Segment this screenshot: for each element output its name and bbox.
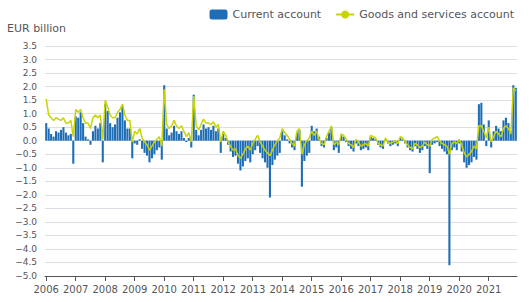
svg-text:2014: 2014: [270, 284, 295, 295]
svg-text:0.0: 0.0: [23, 136, 38, 146]
svg-text:−0.5: −0.5: [15, 149, 37, 159]
svg-text:2.5: 2.5: [23, 68, 37, 78]
svg-text:3.0: 3.0: [23, 55, 38, 65]
svg-text:1.5: 1.5: [23, 95, 37, 105]
svg-text:EUR billion: EUR billion: [7, 22, 66, 35]
svg-text:Goods and services account: Goods and services account: [359, 8, 515, 21]
svg-text:−4.5: −4.5: [15, 257, 37, 267]
svg-text:2020: 2020: [447, 284, 472, 295]
svg-text:2007: 2007: [63, 284, 88, 295]
svg-text:−2.0: −2.0: [15, 190, 37, 200]
svg-text:2.0: 2.0: [23, 82, 38, 92]
svg-text:0.5: 0.5: [23, 122, 37, 132]
svg-text:−2.5: −2.5: [15, 203, 37, 213]
svg-text:3.5: 3.5: [23, 41, 37, 51]
svg-text:2015: 2015: [299, 284, 324, 295]
svg-text:−1.5: −1.5: [15, 176, 37, 186]
svg-text:2017: 2017: [358, 284, 383, 295]
svg-text:2009: 2009: [122, 284, 147, 295]
svg-text:−5.0: −5.0: [15, 271, 37, 281]
svg-text:2021: 2021: [476, 284, 501, 295]
svg-text:Current account: Current account: [233, 8, 322, 21]
svg-text:2006: 2006: [34, 284, 59, 295]
svg-text:2019: 2019: [417, 284, 442, 295]
svg-text:−3.5: −3.5: [15, 230, 37, 240]
svg-text:2011: 2011: [181, 284, 206, 295]
svg-text:−4.0: −4.0: [15, 244, 37, 254]
svg-text:2016: 2016: [329, 284, 354, 295]
svg-text:2013: 2013: [240, 284, 265, 295]
svg-text:−3.0: −3.0: [15, 217, 37, 227]
svg-text:−1.0: −1.0: [15, 163, 37, 173]
svg-text:1.0: 1.0: [23, 109, 38, 119]
svg-text:2008: 2008: [93, 284, 118, 295]
svg-text:2018: 2018: [388, 284, 413, 295]
svg-text:2010: 2010: [152, 284, 177, 295]
svg-text:2012: 2012: [211, 284, 236, 295]
